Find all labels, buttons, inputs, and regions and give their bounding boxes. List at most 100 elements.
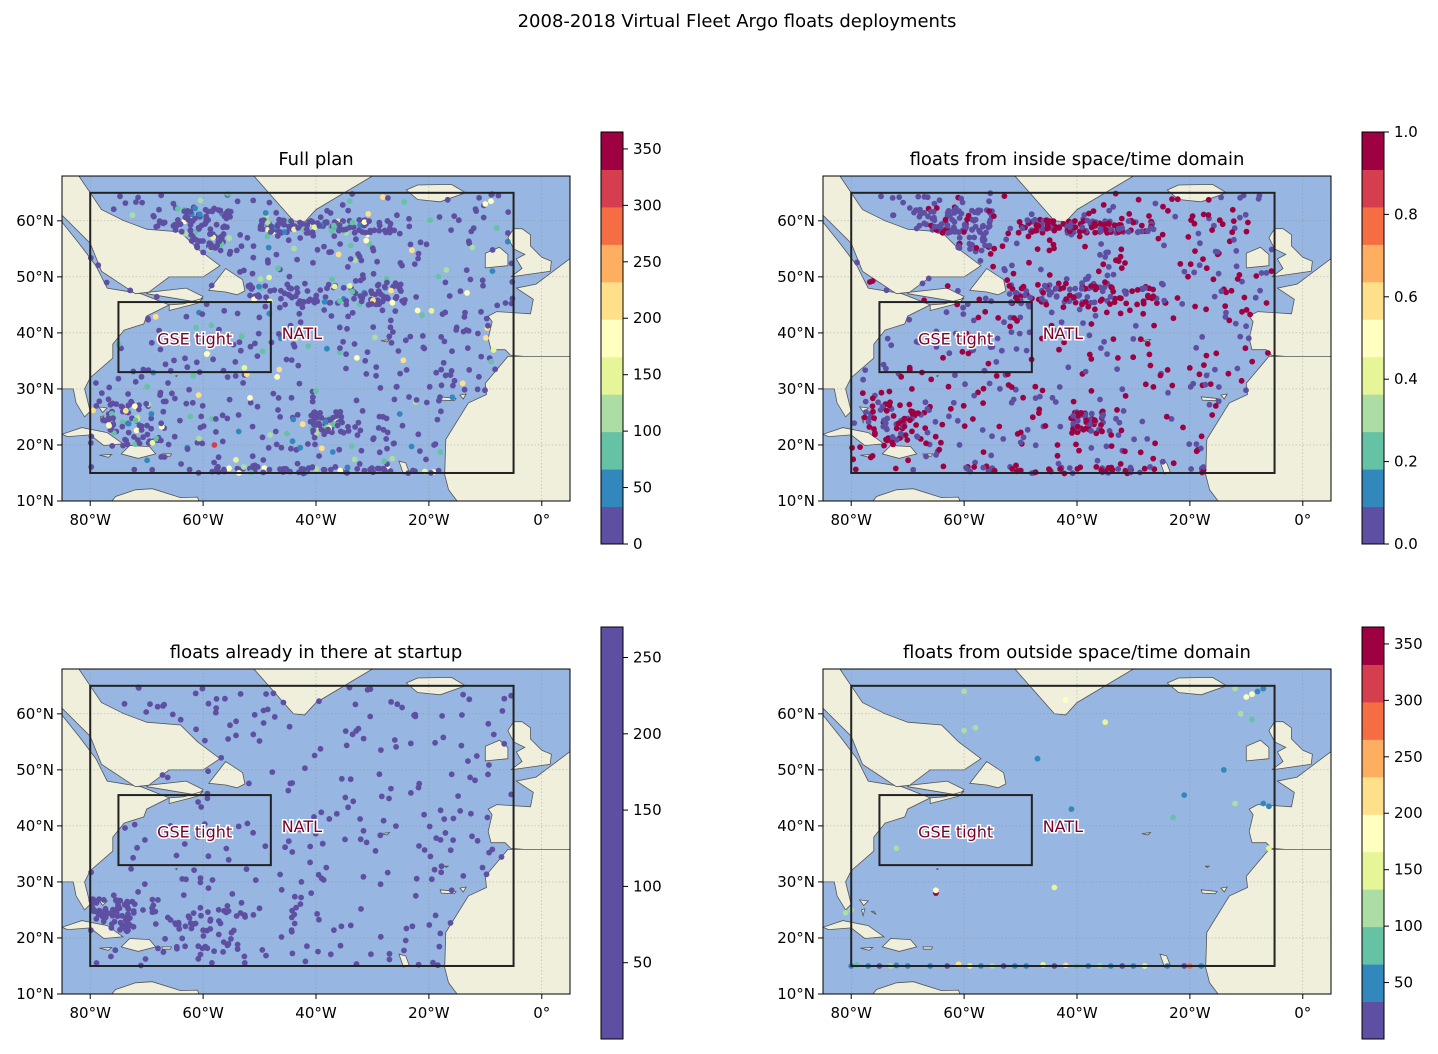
colorbar-segment xyxy=(1362,1001,1384,1040)
float-point xyxy=(153,435,160,442)
float-point xyxy=(980,464,987,471)
float-point xyxy=(291,893,298,900)
float-point xyxy=(1092,312,1099,319)
float-point xyxy=(238,333,245,340)
float-point xyxy=(136,422,143,429)
float-point xyxy=(486,849,492,856)
float-point xyxy=(432,739,438,746)
float-point xyxy=(986,242,993,249)
float-point xyxy=(375,425,382,431)
colorbar-tick-label: 0.6 xyxy=(1394,288,1418,306)
float-point xyxy=(1051,245,1057,252)
float-point xyxy=(1013,346,1020,352)
float-point xyxy=(328,227,335,234)
float-point xyxy=(281,229,287,235)
float-point xyxy=(103,279,110,286)
float-point xyxy=(129,898,136,905)
float-point xyxy=(191,867,198,873)
float-point xyxy=(250,254,257,261)
float-point xyxy=(1256,192,1263,199)
float-point xyxy=(890,212,896,219)
float-point xyxy=(182,943,188,950)
float-point xyxy=(224,374,231,380)
float-point xyxy=(1207,381,1214,387)
float-point xyxy=(106,384,113,391)
float-point xyxy=(367,713,374,720)
float-point xyxy=(321,243,327,250)
float-point xyxy=(289,907,295,914)
float-point xyxy=(351,341,358,347)
float-point xyxy=(219,412,226,419)
float-point xyxy=(931,200,938,207)
float-point xyxy=(1084,217,1091,224)
float-point xyxy=(449,348,455,355)
float-point xyxy=(281,221,287,228)
float-point xyxy=(1134,287,1141,293)
float-point xyxy=(1150,384,1157,390)
land-britain xyxy=(507,721,552,771)
colorbar-tick-label: 300 xyxy=(1394,691,1423,709)
float-point xyxy=(988,452,995,459)
float-point xyxy=(893,436,900,443)
float-point xyxy=(106,422,112,429)
float-point xyxy=(243,866,250,872)
float-point xyxy=(991,245,998,252)
float-point xyxy=(896,194,903,201)
float-point xyxy=(363,371,370,377)
float-point xyxy=(1192,248,1198,254)
float-point xyxy=(904,437,911,443)
float-point xyxy=(1222,314,1229,320)
float-point xyxy=(375,281,382,288)
float-point xyxy=(263,691,269,697)
float-point xyxy=(380,426,387,433)
float-point xyxy=(285,787,292,794)
float-point xyxy=(1120,408,1127,414)
float-point xyxy=(355,725,362,732)
float-point xyxy=(954,417,961,424)
float-point xyxy=(1091,222,1098,229)
float-point xyxy=(154,223,161,229)
land-canaries2 xyxy=(459,393,467,400)
colorbar-segment xyxy=(1362,132,1384,170)
float-point xyxy=(1074,466,1081,472)
float-point xyxy=(1104,272,1111,279)
float-point xyxy=(153,293,160,300)
float-point xyxy=(133,199,139,205)
float-point xyxy=(288,445,294,452)
float-point xyxy=(182,355,188,362)
float-point xyxy=(447,920,454,926)
float-point xyxy=(1054,452,1061,459)
colorbar-segment xyxy=(1362,889,1384,928)
float-point xyxy=(356,217,363,223)
float-point xyxy=(316,698,322,705)
float-point xyxy=(916,222,923,229)
float-point xyxy=(183,876,189,883)
float-point xyxy=(970,416,976,422)
float-point xyxy=(468,810,474,817)
float-point xyxy=(898,430,904,437)
float-point xyxy=(241,912,248,918)
float-point xyxy=(298,879,305,885)
float-points xyxy=(87,190,516,477)
float-point xyxy=(216,918,222,924)
float-point xyxy=(196,435,202,442)
float-point xyxy=(980,385,987,392)
float-point xyxy=(1013,294,1019,301)
float-point xyxy=(257,276,264,282)
float-point xyxy=(321,467,328,473)
float-point xyxy=(979,223,986,230)
colorbar-tick-label: 350 xyxy=(1394,635,1423,653)
colorbar-tick-label: 1.0 xyxy=(1394,123,1418,141)
y-tick-label: 40°N xyxy=(777,324,815,342)
float-point xyxy=(890,441,896,448)
float-point xyxy=(897,402,903,409)
land-europe xyxy=(1248,258,1331,361)
colorbar-segment xyxy=(601,431,623,470)
float-point xyxy=(186,915,193,921)
float-point xyxy=(1001,266,1008,272)
float-point xyxy=(862,409,869,415)
float-point xyxy=(871,426,877,432)
float-point xyxy=(1142,285,1148,291)
float-point xyxy=(869,403,876,410)
x-tick-label: 20°W xyxy=(1169,511,1211,529)
